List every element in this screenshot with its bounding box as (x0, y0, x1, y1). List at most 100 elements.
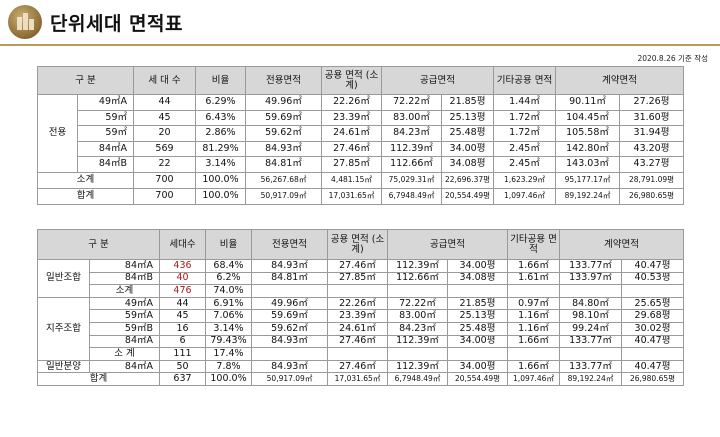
units: 44 (133, 94, 196, 111)
empty-cell (621, 347, 684, 361)
supply-area-m2: 112.39㎡ (381, 140, 442, 157)
other-common-area: 1,097.46㎡ (507, 372, 560, 387)
common-area: 27.46㎡ (327, 334, 388, 349)
other-common-area: 1,623.29㎡ (493, 171, 556, 189)
subtotal-row: 소계 700 100.0% 56,267.68㎡ 4,481.15㎡ 75,029.31㎡… (37, 171, 684, 189)
ratio: 74.0% (205, 284, 252, 298)
empty-cell (387, 347, 448, 361)
contract-area-py: 25.65평 (621, 296, 684, 311)
header-bar: 단위세대 면적표 (0, 0, 720, 46)
empty-cell (251, 347, 328, 361)
contract-area-m2: 89,192.24㎡ (555, 187, 620, 205)
header-other-common-area: 기타공용 면적 (507, 229, 560, 260)
exclusive-area: 84.81㎡ (251, 271, 328, 286)
unit-type: 84㎡B (77, 156, 134, 173)
empty-cell (447, 347, 508, 361)
units: 569 (133, 140, 196, 157)
supply-area-m2: 6,7948.49㎡ (381, 187, 442, 205)
other-common-area: 1.61㎡ (507, 271, 560, 286)
exclusive-area: 50,917.09㎡ (245, 187, 322, 205)
contract-area-m2: 89,192.24㎡ (559, 372, 622, 387)
units: 50 (159, 359, 206, 374)
other-common-area: 1.72㎡ (493, 125, 556, 142)
ratio: 100.0% (195, 187, 246, 205)
ratio: 79.43% (205, 334, 252, 349)
unit-type: 49㎡A (89, 296, 160, 311)
ratio: 6.2% (205, 271, 252, 286)
contract-area-py: 28,791.09평 (619, 171, 684, 189)
supply-area-m2: 72.22㎡ (381, 94, 442, 111)
contract-area-py: 40.47평 (621, 359, 684, 374)
contract-area-m2: 133.97㎡ (559, 271, 622, 286)
common-area: 23.39㎡ (327, 309, 388, 323)
units: 45 (133, 109, 196, 126)
header-supply-area: 공급면적 (381, 66, 494, 95)
other-common-area: 2.45㎡ (493, 140, 556, 157)
header-units: 세대수 (159, 229, 206, 260)
exclusive-area: 50,917.09㎡ (251, 372, 328, 387)
common-area: 27.46㎡ (321, 140, 382, 157)
supply-area-m2: 112.39㎡ (387, 259, 448, 273)
contract-area-py: 26,980.65평 (621, 372, 684, 387)
contract-area-py: 27.26평 (619, 94, 684, 111)
subtotal-label: 소계 (89, 284, 160, 298)
contract-area-m2: 99.24㎡ (559, 321, 622, 336)
total-label: 합계 (37, 187, 134, 205)
ratio: 100.0% (195, 171, 246, 189)
other-common-area: 0.97㎡ (507, 296, 560, 311)
unit-type: 59㎡B (89, 321, 160, 336)
units: 476 (159, 284, 206, 298)
header-exclusive-area: 전용면적 (245, 66, 322, 95)
supply-area-py: 22,696.37평 (441, 171, 494, 189)
units: 20 (133, 125, 196, 142)
contract-area-py: 43.20평 (619, 140, 684, 157)
supply-area-py: 25.48평 (447, 321, 508, 336)
supply-area-py: 21.85평 (447, 296, 508, 311)
units: 40 (159, 271, 206, 286)
supply-area-py: 34.00평 (447, 334, 508, 349)
unit-type: 84㎡B (89, 271, 160, 286)
table-row: 59㎡B 16 3.14% 59.62㎡ 24.61㎡ 84.23㎡ 25.48평 1.16㎡… (38, 321, 684, 336)
table-row: 일반분양 84㎡A 50 7.8% 84.93㎡ 27.46㎡ 112.39㎡ 34.00평 1… (37, 359, 684, 374)
other-common-area: 1.66㎡ (507, 259, 560, 273)
other-common-area: 1.16㎡ (507, 309, 560, 323)
supply-area-m2: 112.39㎡ (387, 359, 448, 374)
empty-cell (507, 284, 560, 298)
units: 111 (159, 347, 206, 361)
contract-area-m2: 84.80㎡ (559, 296, 622, 311)
exclusive-area: 49.96㎡ (245, 94, 322, 111)
other-common-area: 1.72㎡ (493, 109, 556, 126)
exclusive-area: 84.81㎡ (245, 156, 322, 173)
contract-area-m2: 98.10㎡ (559, 309, 622, 323)
units: 700 (133, 171, 196, 189)
contract-area-py: 40.47평 (621, 259, 684, 273)
supply-area-m2: 75,029.31㎡ (381, 171, 442, 189)
supply-area-m2: 84.23㎡ (387, 321, 448, 336)
exclusive-area: 56,267.68㎡ (245, 171, 322, 189)
ratio: 7.06% (205, 309, 252, 323)
other-common-area: 1.66㎡ (507, 334, 560, 349)
other-common-area: 1.44㎡ (493, 94, 556, 111)
unit-type: 84㎡A (77, 140, 134, 157)
units: 22 (133, 156, 196, 173)
ratio: 81.29% (195, 140, 246, 157)
table-row: 84㎡B 40 6.2% 84.81㎡ 27.85㎡ 112.66㎡ 34.08평 1.61㎡… (38, 271, 684, 286)
exclusive-area: 84.93㎡ (245, 140, 322, 157)
ratio: 68.4% (205, 259, 252, 273)
header-ratio: 비율 (205, 229, 252, 260)
empty-cell (559, 347, 622, 361)
contract-area-py: 31.94평 (619, 125, 684, 142)
header-exclusive-area: 전용면적 (251, 229, 328, 260)
subtotal-row: 소계 476 74.0% (38, 284, 684, 298)
units: 45 (159, 309, 206, 323)
table-row: 84㎡A 6 79.43% 84.93㎡ 27.46㎡ 112.39㎡ 34.00평 1.66… (38, 334, 684, 349)
supply-area-m2: 112.39㎡ (387, 334, 448, 349)
common-area: 17,031.65㎡ (327, 372, 388, 387)
contract-area-py: 40.53평 (621, 271, 684, 286)
ratio: 3.14% (195, 156, 246, 173)
supply-area-py: 34.00평 (447, 259, 508, 273)
common-area: 24.61㎡ (327, 321, 388, 336)
contract-area-m2: 105.58㎡ (555, 125, 620, 142)
supply-area-py: 34.00평 (441, 140, 494, 157)
table-row: 지주조합 49㎡A 44 6.91% 49.96㎡ 22.26㎡ 72.22㎡ 21.85평 0… (37, 296, 684, 361)
